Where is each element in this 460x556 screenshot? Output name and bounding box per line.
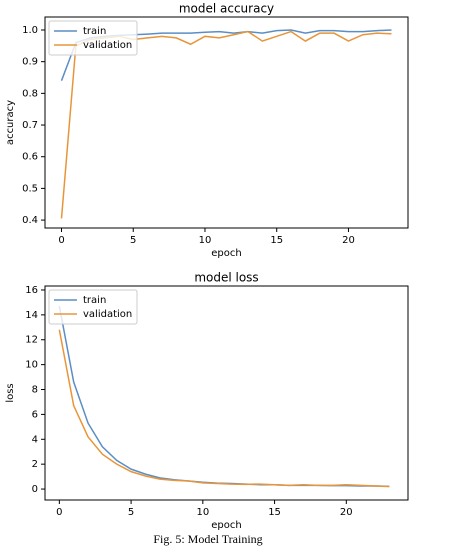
x-axis-label: epoch [211, 520, 241, 531]
legend-box [48, 289, 138, 325]
y-tick-label: 8 [32, 385, 38, 396]
y-tick-label: 1.0 [22, 25, 38, 36]
y-tick-label: 0.9 [22, 57, 38, 68]
line [58, 329, 390, 488]
y-tick-label: 0.5 [22, 183, 38, 194]
x-tick-label: 10 [196, 507, 209, 518]
y-tick-label: 0.8 [22, 88, 38, 99]
x-tick-label: 5 [128, 507, 134, 518]
x-tick-label: 0 [56, 507, 62, 518]
caption: Fig. 5: Model Training [153, 532, 262, 546]
plot-frame [44, 16, 409, 229]
legend-label: train [83, 26, 106, 37]
x-tick-label: 5 [130, 235, 136, 246]
y-tick-label: 16 [25, 285, 38, 296]
x-axis-label: epoch [211, 248, 241, 259]
legend-label: validation [83, 309, 132, 320]
plot-frame [44, 285, 409, 501]
chart-title: model loss [194, 271, 258, 285]
legend-box [48, 20, 138, 56]
x-tick-label: 0 [58, 235, 64, 246]
y-axis-label: accuracy [5, 100, 16, 145]
x-tick-label: 20 [342, 235, 355, 246]
y-axis-label: loss [5, 383, 16, 402]
x-tick-label: 15 [270, 235, 283, 246]
legend-label: train [83, 295, 106, 306]
x-tick-label: 20 [340, 507, 353, 518]
x-tick-label: 15 [268, 507, 281, 518]
y-tick-label: 6 [32, 409, 38, 420]
y-tick-label: 10 [25, 360, 38, 371]
y-tick-label: 0 [32, 484, 38, 495]
y-tick-label: 0.6 [22, 152, 38, 163]
x-tick-label: 10 [199, 235, 212, 246]
y-tick-label: 4 [32, 434, 38, 445]
legend-label: validation [83, 40, 132, 51]
y-tick-label: 12 [25, 335, 38, 346]
chart-title: model accuracy [179, 2, 274, 16]
line [60, 30, 392, 219]
y-tick-label: 14 [25, 310, 38, 321]
y-tick-label: 0.7 [22, 120, 38, 131]
y-tick-label: 2 [32, 459, 38, 470]
y-tick-label: 0.4 [22, 215, 38, 226]
